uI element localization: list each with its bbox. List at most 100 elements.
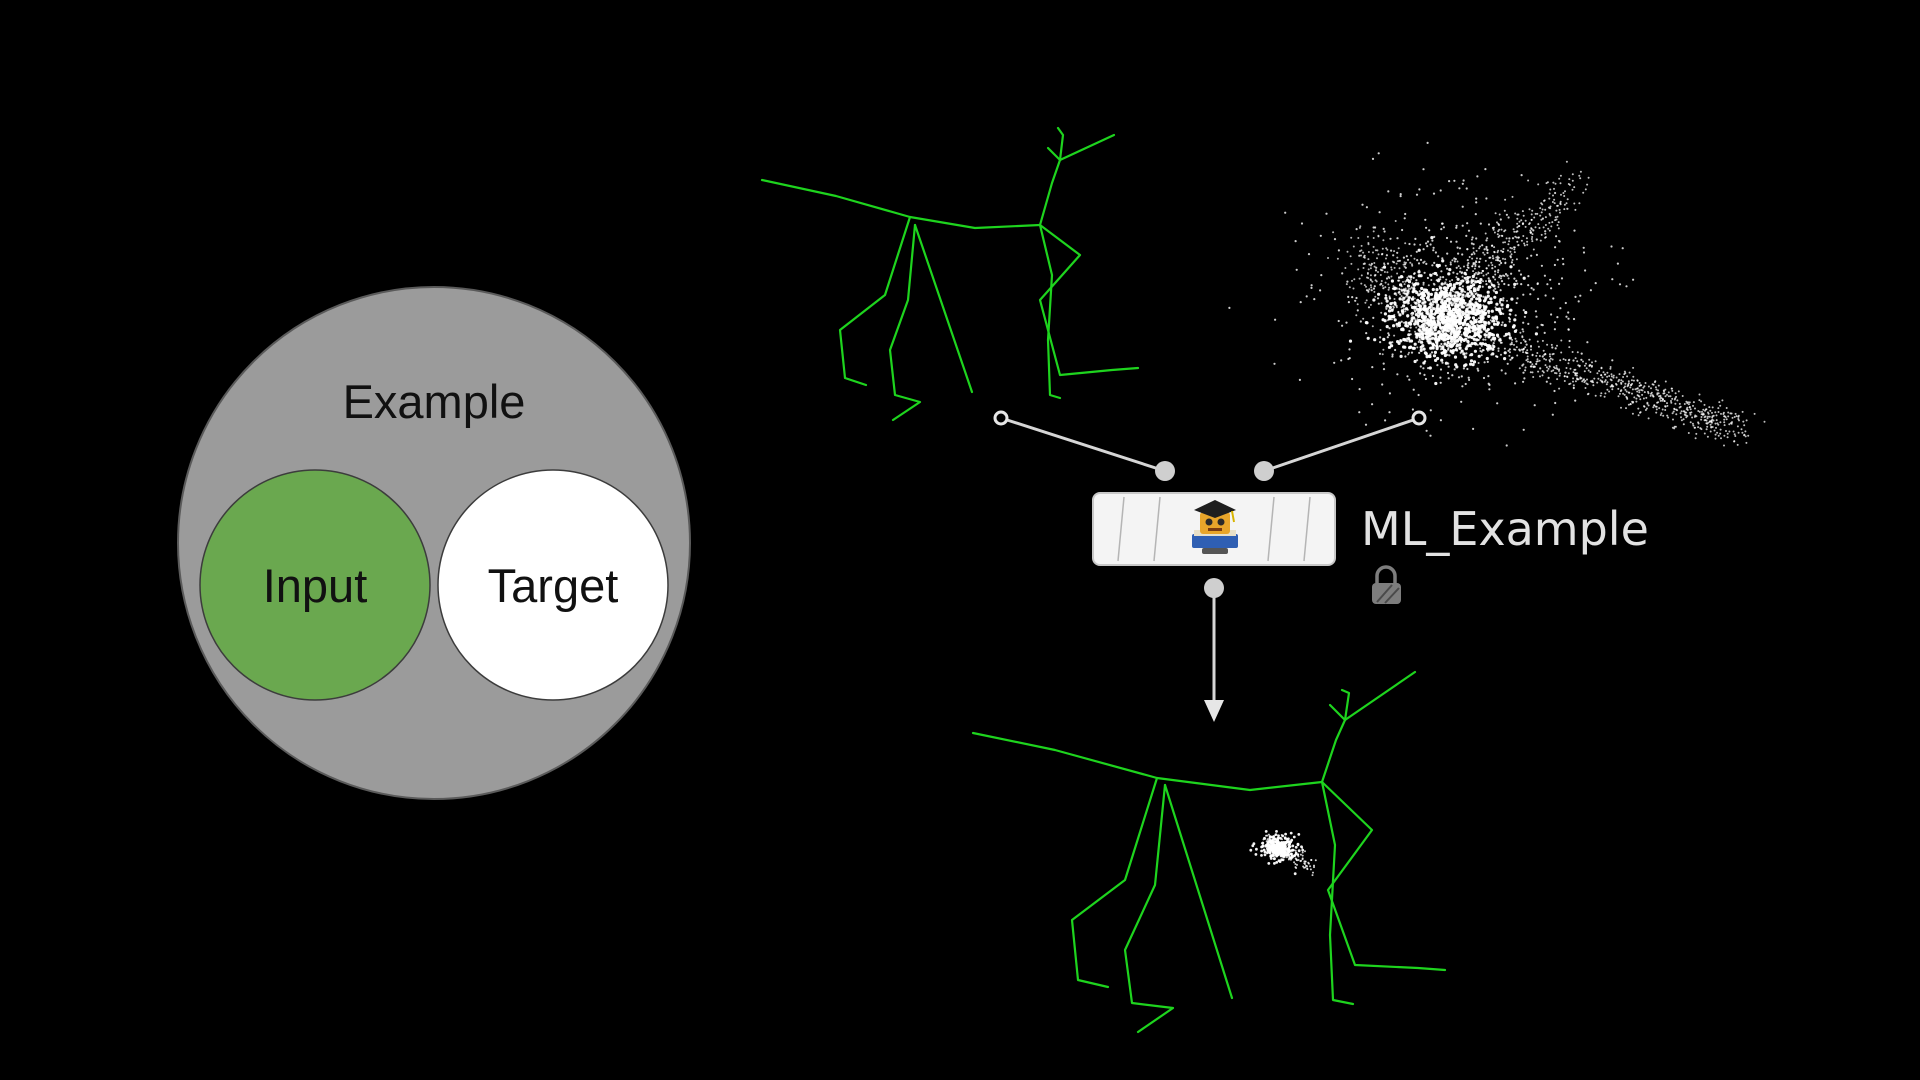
cloud-point (1688, 406, 1691, 409)
cloud-point (1676, 409, 1679, 412)
cloud-point (1471, 285, 1474, 288)
cloud-point (1519, 273, 1523, 276)
cloud-point (1544, 232, 1547, 235)
cloud-point (1249, 848, 1253, 852)
cloud-point (1415, 335, 1419, 339)
cloud-point (1703, 432, 1706, 435)
cloud-point (1459, 351, 1462, 354)
cloud-point (1543, 331, 1546, 334)
cloud-point (1719, 404, 1722, 407)
cloud-point (1593, 377, 1596, 380)
cloud-point (1377, 271, 1379, 273)
cloud-point (1440, 286, 1443, 289)
cloud-point (1712, 419, 1715, 422)
cloud-point (1459, 267, 1462, 270)
cloud-point (1420, 286, 1424, 291)
cloud-point (1666, 393, 1668, 396)
cloud-point (1692, 404, 1694, 407)
cloud-point (1642, 397, 1645, 400)
cloud-point (1533, 365, 1536, 368)
target-source-connector[interactable] (1411, 410, 1427, 426)
cloud-point (1531, 236, 1534, 238)
cloud-point (1429, 243, 1432, 246)
cloud-point (1448, 309, 1452, 313)
cloud-point (1559, 200, 1562, 203)
cloud-point (1413, 272, 1416, 275)
cloud-point (1481, 244, 1484, 247)
cloud-point (1463, 320, 1466, 323)
cloud-point (1516, 282, 1519, 285)
cloud-point (1704, 415, 1707, 418)
cloud-point (1515, 230, 1518, 233)
cloud-point (1459, 315, 1463, 319)
node-input-connector-1[interactable] (1155, 461, 1175, 481)
cloud-point (1427, 337, 1430, 340)
cloud-point (1703, 419, 1706, 422)
cloud-point (1540, 323, 1543, 326)
cloud-point (1457, 282, 1460, 285)
input-source-connector[interactable] (993, 410, 1009, 426)
cloud-point (1602, 371, 1605, 374)
cloud-point (1477, 311, 1480, 314)
cloud-point (1449, 261, 1452, 264)
cloud-point (1392, 314, 1395, 317)
cloud-point (1485, 329, 1489, 333)
cloud-point (1444, 264, 1447, 267)
cloud-point (1429, 326, 1433, 330)
cloud-point (1378, 211, 1381, 214)
cloud-point (1492, 342, 1495, 345)
cloud-point (1508, 348, 1511, 351)
cloud-point (1394, 292, 1397, 295)
cloud-point (1277, 849, 1279, 852)
cloud-point (1572, 317, 1576, 321)
cloud-point (1418, 351, 1421, 354)
cloud-point (1600, 374, 1603, 377)
cloud-point (1414, 290, 1417, 293)
cloud-point (1283, 836, 1287, 840)
cloud-point (1700, 428, 1703, 431)
cloud-point (1547, 367, 1550, 370)
cloud-point (1715, 414, 1718, 417)
ml-example-node[interactable] (1092, 492, 1336, 566)
cloud-point (1518, 367, 1521, 370)
cloud-point (1414, 281, 1418, 285)
cloud-point (1484, 296, 1488, 300)
cloud-point (1423, 373, 1426, 376)
node-output-connector[interactable] (1204, 578, 1224, 598)
cloud-point (1564, 359, 1567, 361)
cloud-point (1513, 343, 1515, 346)
cloud-point (1559, 359, 1562, 362)
cloud-point (1732, 430, 1735, 433)
cloud-point (1587, 369, 1590, 372)
cloud-point (1694, 437, 1697, 440)
cloud-point (1540, 211, 1543, 214)
cloud-point (1372, 230, 1375, 233)
cloud-point (1731, 421, 1733, 424)
cloud-point (1509, 358, 1512, 361)
cloud-point (1566, 198, 1569, 201)
cloud-point (1453, 336, 1457, 340)
cloud-point (1451, 374, 1454, 377)
cloud-point (1465, 345, 1468, 348)
cloud-point (1522, 363, 1525, 366)
node-wires (1000, 416, 1420, 722)
node-input-connector-2[interactable] (1254, 461, 1274, 481)
cloud-point (1427, 335, 1430, 338)
cloud-point (1431, 336, 1435, 340)
cloud-point (1589, 289, 1592, 292)
target-circle (437, 469, 669, 701)
cloud-point (1478, 317, 1481, 320)
cloud-point (1435, 332, 1438, 335)
cloud-point (1446, 267, 1449, 270)
cloud-point (1455, 299, 1459, 303)
cloud-point (1400, 320, 1403, 323)
cloud-point (1268, 843, 1271, 846)
cloud-point (1723, 415, 1726, 418)
cloud-point (1647, 390, 1649, 393)
cloud-point (1426, 321, 1430, 325)
cloud-point (1510, 297, 1514, 301)
cloud-point (1310, 286, 1313, 289)
cloud-point (1479, 342, 1482, 345)
cloud-point (1561, 257, 1564, 260)
cloud-point (1503, 351, 1507, 355)
